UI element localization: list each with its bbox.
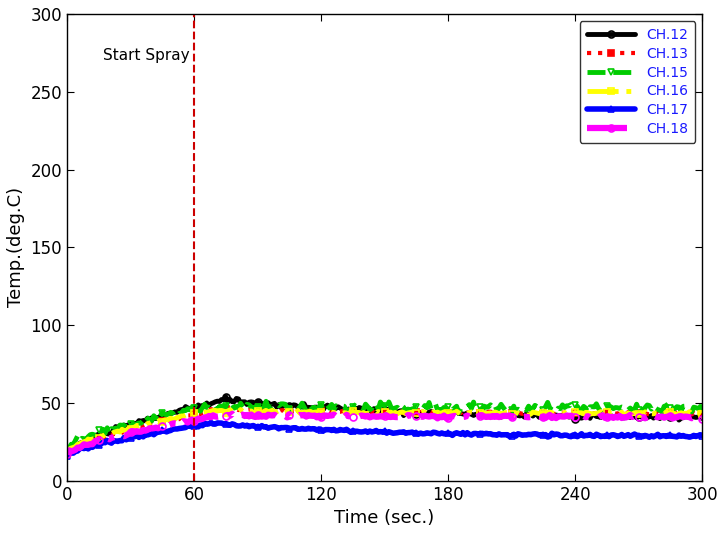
CH.17: [698, 433, 707, 439]
CH.16: [62, 448, 71, 454]
Line: CH.16: CH.16: [64, 406, 705, 454]
CH.15: [321, 402, 330, 409]
CH.15: [262, 398, 270, 404]
CH.17: [600, 433, 609, 439]
Line: CH.13: CH.13: [64, 405, 705, 457]
CH.15: [62, 446, 71, 452]
CH.16: [321, 409, 330, 415]
CH.12: [499, 410, 507, 417]
CH.12: [653, 413, 662, 420]
CH.17: [62, 453, 71, 459]
CH.18: [321, 412, 330, 419]
CH.18: [600, 414, 609, 421]
CH.13: [653, 409, 662, 415]
CH.17: [342, 426, 351, 433]
CH.15: [653, 406, 662, 413]
CH.18: [62, 451, 71, 458]
CH.18: [653, 414, 662, 420]
CH.13: [698, 411, 707, 417]
CH.17: [653, 431, 662, 437]
Y-axis label: Temp.(deg.C): Temp.(deg.C): [7, 187, 25, 308]
CH.12: [321, 403, 330, 410]
Line: CH.17: CH.17: [64, 419, 705, 460]
CH.17: [207, 419, 215, 426]
CH.12: [698, 413, 707, 420]
CH.16: [565, 410, 573, 417]
CH.13: [342, 407, 351, 414]
CH.15: [499, 404, 507, 411]
Line: CH.15: CH.15: [64, 398, 705, 452]
CH.17: [499, 431, 507, 438]
Line: CH.18: CH.18: [64, 410, 705, 458]
CH.13: [499, 409, 507, 415]
CH.16: [342, 410, 351, 416]
CH.12: [342, 407, 351, 413]
Legend: CH.12, CH.13, CH.15, CH.16, CH.17, CH.18: CH.12, CH.13, CH.15, CH.16, CH.17, CH.18: [580, 21, 695, 143]
CH.16: [600, 411, 609, 417]
CH.18: [228, 411, 236, 417]
X-axis label: Time (sec.): Time (sec.): [334, 509, 435, 527]
CH.13: [62, 450, 71, 457]
CH.16: [698, 411, 707, 417]
CH.18: [698, 415, 707, 422]
CH.13: [218, 405, 226, 412]
CH.18: [342, 412, 351, 418]
CH.13: [321, 407, 330, 414]
CH.12: [62, 448, 71, 454]
Line: CH.12: CH.12: [64, 393, 705, 454]
CH.16: [236, 406, 245, 413]
CH.12: [565, 414, 573, 420]
CH.17: [565, 433, 573, 439]
CH.12: [600, 413, 609, 420]
CH.15: [565, 403, 573, 409]
CH.17: [321, 426, 330, 433]
CH.18: [565, 413, 573, 419]
Text: Start Spray: Start Spray: [103, 48, 190, 63]
CH.13: [600, 410, 609, 417]
CH.12: [221, 394, 230, 400]
CH.18: [499, 413, 507, 419]
CH.15: [698, 405, 707, 411]
CH.15: [342, 408, 351, 414]
CH.16: [653, 410, 662, 416]
CH.15: [600, 404, 609, 410]
CH.13: [565, 410, 573, 416]
CH.16: [499, 411, 507, 417]
